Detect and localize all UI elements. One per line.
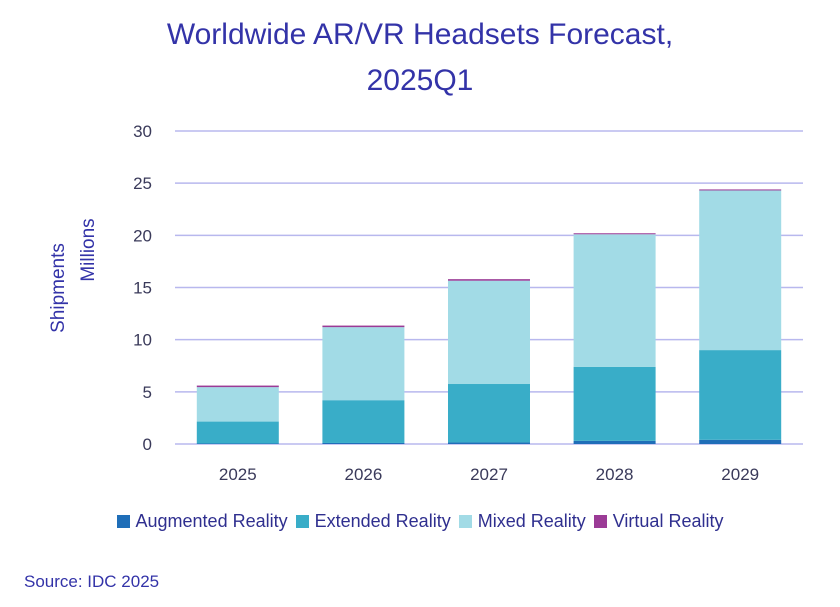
bar-extended-reality-2025	[196, 421, 279, 444]
legend-label: Mixed Reality	[477, 511, 586, 531]
legend-label: Virtual Reality	[612, 511, 724, 531]
x-tick-label: 2025	[219, 465, 257, 484]
y-tick-label: 30	[133, 122, 152, 141]
bar-virtual-reality-2025	[196, 385, 279, 388]
bar-extended-reality-2027	[448, 384, 530, 443]
bar-extended-reality-2026	[322, 400, 405, 443]
y-tick-label: 15	[133, 279, 152, 298]
bar-extended-reality-2028	[573, 366, 656, 441]
bar-virtual-reality-2027	[448, 279, 530, 281]
legend: Augmented Reality Extended Reality Mixed R…	[0, 511, 840, 532]
bars	[196, 189, 782, 444]
legend-swatch	[593, 515, 607, 528]
legend-swatch	[295, 515, 309, 528]
x-tick-label: 2026	[344, 465, 382, 484]
legend-item: Augmented Reality	[116, 511, 288, 532]
source-note: Source: IDC 2025	[24, 572, 160, 591]
x-tick-label: 2027	[470, 465, 508, 484]
bar-mixed-reality-2029	[699, 190, 782, 351]
y-tick-label: 10	[133, 331, 152, 350]
bar-extended-reality-2029	[699, 350, 782, 440]
y-axis-label-line-2: Millions	[78, 218, 99, 281]
bar-mixed-reality-2028	[573, 234, 656, 367]
y-axis-label-line-1: Shipments	[48, 243, 69, 333]
y-tick-label: 25	[133, 174, 152, 193]
x-tick-label: 2028	[596, 465, 634, 484]
bar-mixed-reality-2026	[322, 327, 405, 401]
bar-augmented-reality-2029	[699, 439, 782, 444]
y-tick-label: 0	[143, 435, 152, 454]
bar-augmented-reality-2025	[196, 443, 279, 444]
chart-title-line-2: 2025Q1	[366, 64, 474, 97]
bar-mixed-reality-2025	[196, 387, 279, 422]
bar-virtual-reality-2026	[322, 325, 405, 328]
legend-item: Virtual Reality	[593, 511, 724, 532]
bar-augmented-reality-2026	[322, 442, 405, 444]
y-tick-label: 5	[143, 383, 152, 402]
legend-swatch	[116, 515, 130, 528]
legend-label: Extended Reality	[314, 511, 451, 531]
legend-label: Augmented Reality	[135, 511, 288, 531]
bar-mixed-reality-2027	[448, 280, 530, 385]
bar-augmented-reality-2028	[573, 440, 656, 444]
legend-item: Mixed Reality	[458, 511, 586, 532]
bar-augmented-reality-2027	[448, 442, 530, 444]
x-tick-label: 2029	[721, 465, 759, 484]
chart-title-line-1: Worldwide AR/VR Headsets Forecast,	[166, 18, 674, 51]
bar-virtual-reality-2028	[573, 233, 656, 235]
bar-virtual-reality-2029	[699, 189, 782, 191]
y-tick-label: 20	[133, 226, 152, 245]
legend-item: Extended Reality	[295, 511, 451, 532]
legend-swatch	[458, 515, 472, 528]
